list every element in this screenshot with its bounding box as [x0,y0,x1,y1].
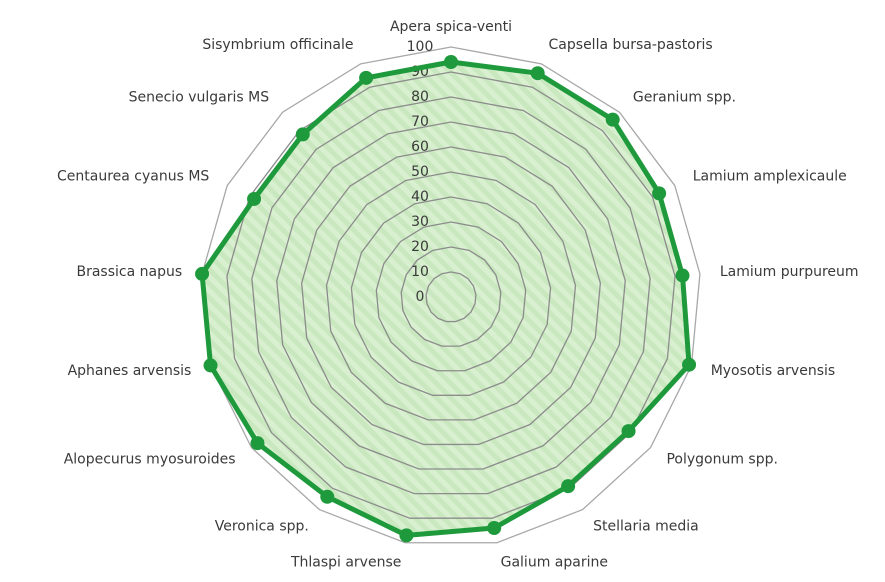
point [530,66,545,81]
category-label: Lamium purpureum [720,264,859,280]
category-label: Geranium spp. [633,89,736,105]
category-label: Stellaria media [593,519,699,535]
category-label: Centaurea cyanus MS [57,169,209,185]
grid-ring [226,71,676,519]
tick-label: 100 [407,39,434,55]
grid-ring [350,196,552,396]
tick-label: 40 [411,189,429,205]
grid-ring [251,96,651,495]
category-label: Polygonum spp. [666,452,778,468]
point [682,357,697,372]
point [399,528,414,543]
tick-label: 10 [411,264,429,280]
grid-ring [325,171,577,421]
point [247,191,262,206]
area [202,62,690,536]
point [621,424,636,439]
tick-label: 20 [411,239,429,255]
tick-label: 50 [411,164,429,180]
grid-ring [425,271,477,323]
series-line [199,59,692,538]
point [652,186,667,201]
tick-label: 0 [416,289,425,305]
point [444,55,458,69]
category-label: Apera spica-venti [390,19,512,35]
point [487,520,502,535]
point [295,127,310,142]
tick-label: 30 [411,214,429,230]
point [359,70,374,85]
category-label: Brassica napus [76,264,182,280]
grid-ring [201,46,701,544]
tick-label: 80 [411,89,429,105]
category-label: Aphanes arvensis [68,363,192,379]
category-label: Lamium amplexicaule [693,169,847,185]
grid-ring [276,121,626,470]
point [561,479,576,494]
category-label: Galium aparine [501,554,608,570]
category-label: Senecio vulgaris MS [129,89,270,105]
point [250,436,265,451]
category-label: Alopecurus myosuroides [64,452,236,468]
tick-label: 70 [411,114,429,130]
point [203,358,218,373]
category-label: Veronica spp. [215,519,309,535]
grid-ring [375,221,527,372]
category-label: Sisymbrium officinale [202,37,353,53]
category-label: Capsella bursa-pastoris [549,37,713,53]
point [605,112,620,127]
category-label: Thlaspi arvense [290,554,401,570]
grid-ring [300,146,602,446]
tick-label: 60 [411,139,429,155]
point [675,268,690,283]
point [320,489,335,504]
point [195,266,210,281]
category-label: Myosotis arvensis [711,363,836,379]
grid-ring [400,246,502,347]
